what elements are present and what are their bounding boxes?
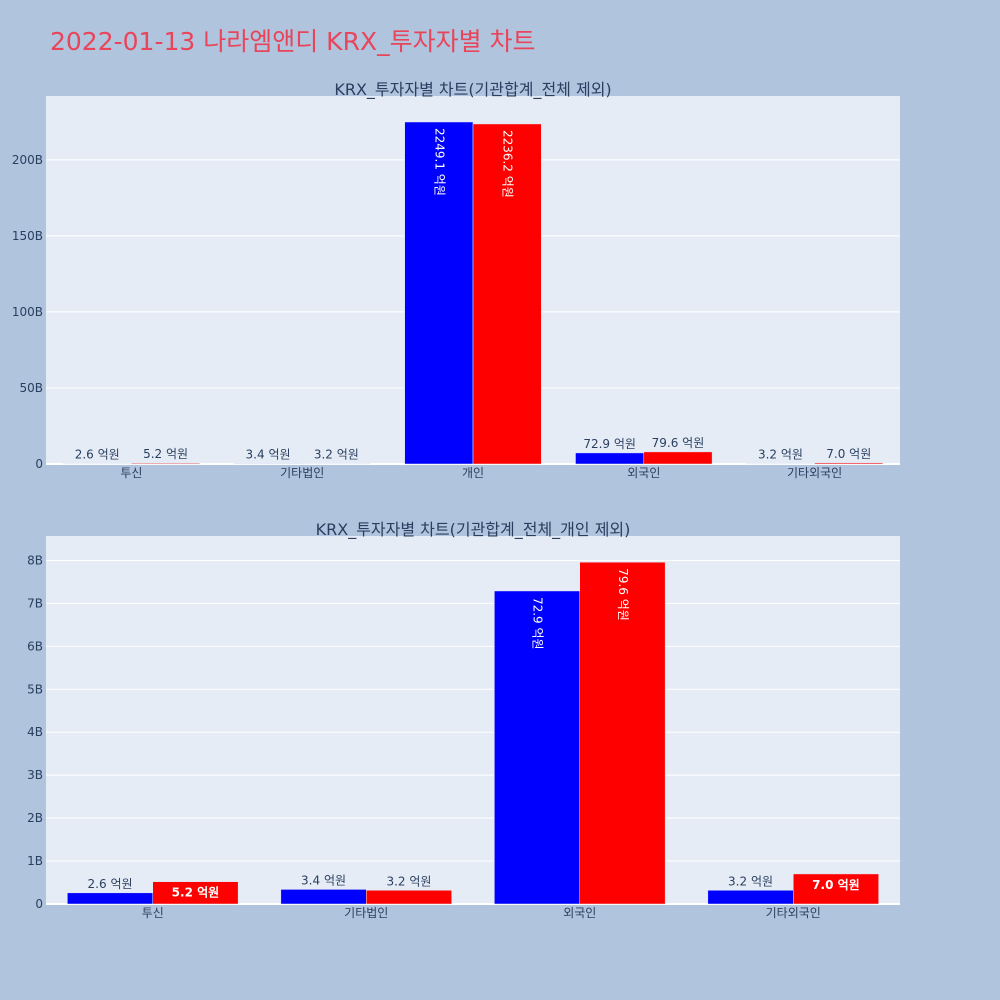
y-tick-label: 5B (27, 682, 43, 696)
bar (233, 463, 303, 465)
chart-title: KRX_투자자별 차트(기관합계_전체 제외) (334, 80, 611, 100)
data-label: 79.6 억원 (652, 436, 705, 450)
bar (62, 463, 132, 465)
bar (643, 451, 713, 465)
bar (67, 892, 153, 905)
bar (746, 463, 815, 465)
y-tick-label: 0 (35, 457, 43, 471)
y-tick-label: 4B (27, 725, 43, 739)
x-tick-label: 기타외국인 (766, 906, 821, 920)
x-tick-label: 기타법인 (280, 466, 324, 480)
page-title: 2022-01-13 나라엠앤디 KRX_투자자별 차트 (50, 27, 536, 56)
y-tick-label: 150B (12, 229, 43, 243)
bar (793, 873, 879, 905)
bar (301, 463, 371, 465)
data-label: 3.2 억원 (758, 448, 803, 462)
data-label: 3.4 억원 (301, 873, 346, 887)
data-label: 3.2 억원 (386, 874, 431, 888)
y-tick-label: 1B (27, 854, 43, 868)
bar (472, 123, 542, 465)
y-tick-label: 3B (27, 768, 43, 782)
x-tick-label: 기타법인 (344, 906, 388, 920)
y-tick-label: 200B (12, 153, 43, 167)
y-tick-label: 2B (27, 811, 43, 825)
bar (131, 462, 200, 465)
data-label: 3.4 억원 (246, 447, 291, 461)
x-tick-label: 외국인 (563, 906, 596, 920)
bar (366, 890, 452, 905)
data-label: 79.6 억원 (616, 568, 630, 621)
data-label: 2236.2 억원 (501, 130, 515, 198)
bar (152, 881, 239, 905)
y-tick-label: 50B (19, 381, 43, 395)
y-tick-label: 6B (27, 639, 43, 653)
bar (575, 452, 645, 465)
x-tick-label: 기타외국인 (787, 466, 842, 480)
x-tick-label: 투신 (142, 906, 164, 920)
data-label: 7.0 억원 (826, 447, 871, 461)
bar (404, 121, 474, 465)
data-label: 7.0 억원 (812, 878, 860, 892)
data-label: 2249.1 억원 (432, 128, 446, 196)
data-label: 72.9 억원 (583, 437, 636, 451)
x-tick-label: 투신 (120, 466, 142, 480)
data-label: 2.6 억원 (88, 877, 133, 891)
bar (494, 590, 581, 905)
y-tick-label: 7B (27, 596, 43, 610)
plot-area (46, 536, 900, 904)
data-label: 3.2 억원 (314, 448, 359, 462)
data-label: 3.2 억원 (728, 874, 773, 888)
data-label: 5.2 억원 (172, 886, 220, 900)
data-label: 5.2 억원 (143, 447, 188, 461)
data-label: 72.9 억원 (531, 597, 545, 650)
bar (707, 890, 794, 905)
data-label: 2.6 억원 (75, 448, 120, 462)
bar (579, 561, 666, 905)
y-tick-label: 100B (12, 305, 43, 319)
bar (280, 889, 367, 905)
y-tick-label: 0 (35, 897, 43, 911)
bar (814, 462, 884, 465)
chart-title: KRX_투자자별 차트(기관합계_전체_개인 제외) (316, 520, 631, 540)
x-tick-label: 개인 (462, 466, 484, 480)
x-tick-label: 외국인 (627, 466, 660, 480)
y-tick-label: 8B (27, 553, 43, 567)
